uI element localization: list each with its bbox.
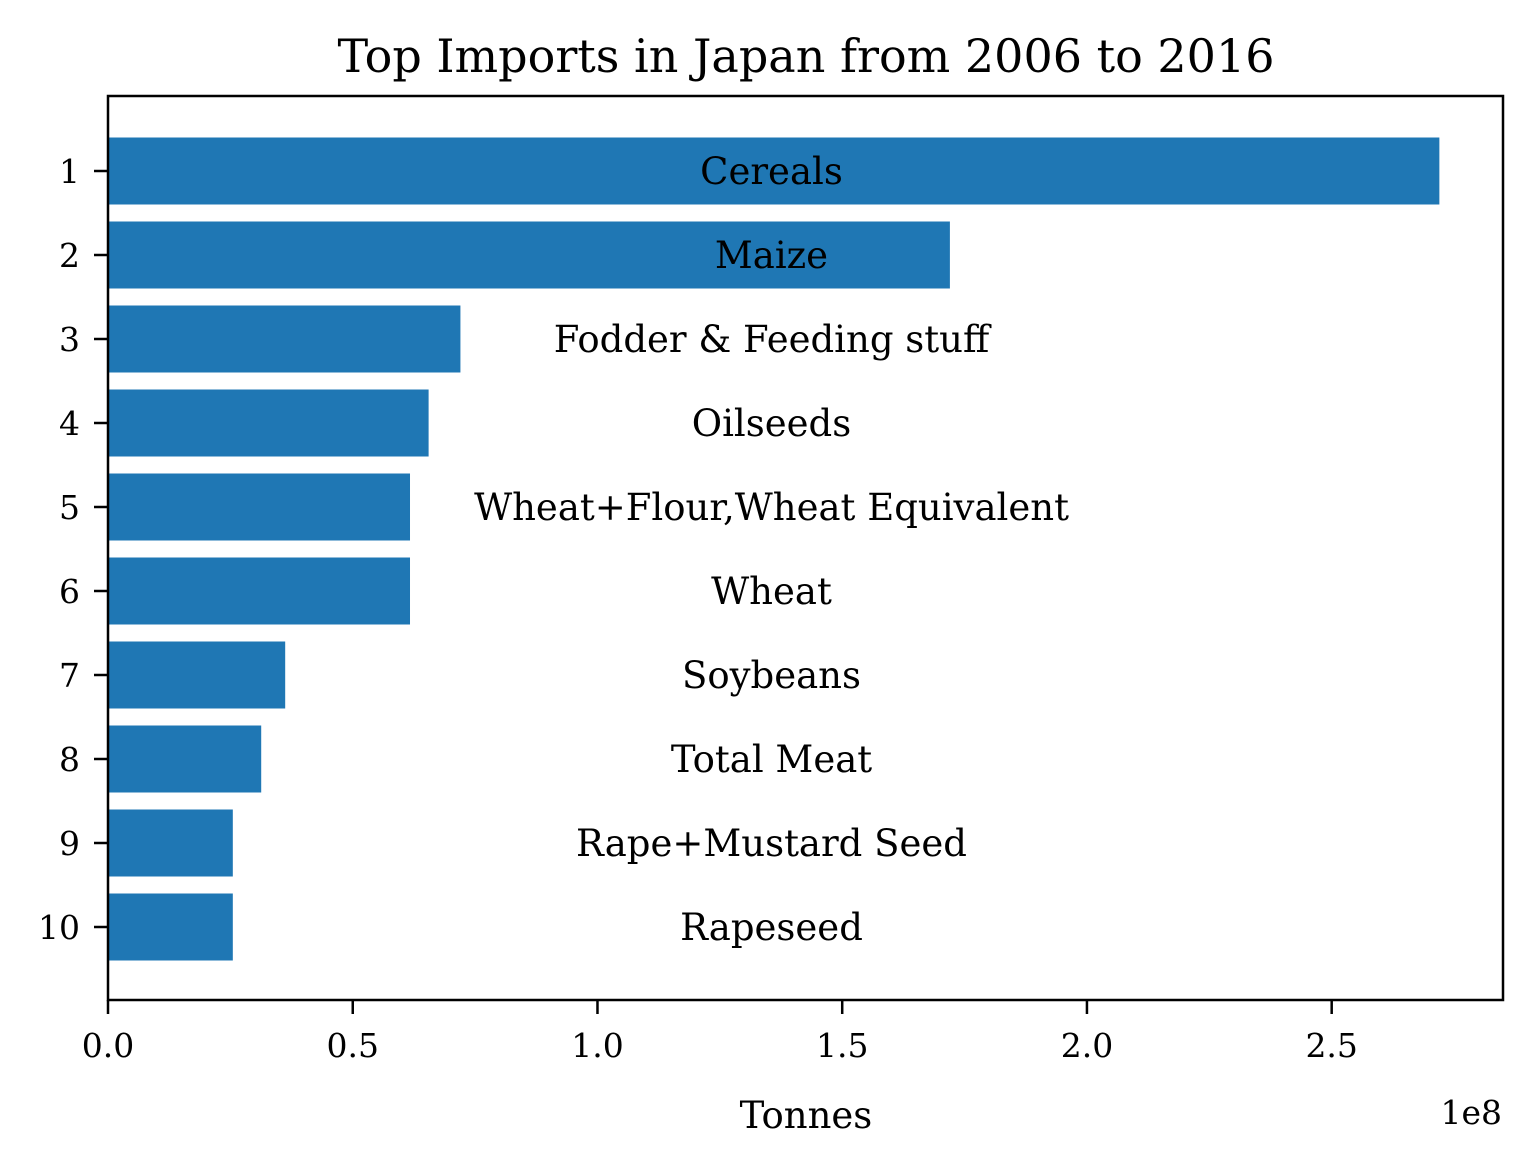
bar-label-7: Soybeans — [682, 654, 861, 697]
x-axis: 0.0 0.5 1.0 1.5 2.0 2.5 — [82, 1000, 1358, 1065]
bar-9 — [108, 809, 233, 877]
bar-8 — [108, 725, 262, 793]
bar-label-9: Rape+Mustard Seed — [576, 822, 967, 865]
x-tick-label-2.0: 2.0 — [1061, 1026, 1113, 1065]
bar-3 — [108, 305, 461, 373]
x-tick-label-0.5: 0.5 — [326, 1026, 378, 1065]
y-tick-label-10: 10 — [38, 908, 80, 947]
y-tick-label-4: 4 — [59, 404, 80, 443]
y-tick-label-7: 7 — [59, 656, 80, 695]
y-tick-label-3: 3 — [59, 320, 80, 359]
y-axis: 1 2 3 4 5 6 7 8 9 10 — [38, 152, 108, 947]
bar-label-5: Wheat+Flour,Wheat Equivalent — [474, 486, 1069, 529]
x-tick-label-1.5: 1.5 — [816, 1026, 868, 1065]
bar-2 — [108, 221, 950, 289]
x-tick-label-0.0: 0.0 — [82, 1026, 134, 1065]
x-axis-label: Tonnes — [740, 1094, 873, 1137]
x-tick-label-2.5: 2.5 — [1305, 1026, 1357, 1065]
bar-6 — [108, 557, 411, 625]
plot-frame — [106, 94, 1505, 1002]
y-tick-label-5: 5 — [59, 488, 80, 527]
bars — [108, 137, 1440, 961]
bar-5 — [108, 473, 411, 541]
y-tick-label-2: 2 — [59, 236, 80, 275]
y-tick-label-1: 1 — [59, 152, 80, 191]
bar-label-8: Total Meat — [671, 738, 872, 781]
x-tick-label-1.0: 1.0 — [571, 1026, 623, 1065]
bar-1 — [108, 137, 1440, 205]
bar-10 — [108, 893, 233, 961]
y-tick-label-8: 8 — [59, 740, 80, 779]
bar-label-10: Rapeseed — [680, 906, 863, 949]
bar-label-6: Wheat — [711, 570, 832, 613]
bar-7 — [108, 641, 286, 709]
x-axis-offset-label: 1e8 — [1440, 1093, 1502, 1132]
bar-label-4: Oilseeds — [692, 402, 851, 445]
chart-title: Top Imports in Japan from 2006 to 2016 — [338, 29, 1275, 83]
bar-label-2: Maize — [715, 234, 828, 277]
y-tick-label-9: 9 — [59, 824, 80, 863]
bar-label-1: Cereals — [700, 150, 843, 193]
bar-4 — [108, 389, 429, 457]
bar-label-3: Fodder & Feeding stuff — [554, 318, 992, 361]
bar-labels: Cereals Maize Fodder & Feeding stuff Oilsee… — [474, 150, 1069, 949]
y-tick-label-6: 6 — [59, 572, 80, 611]
